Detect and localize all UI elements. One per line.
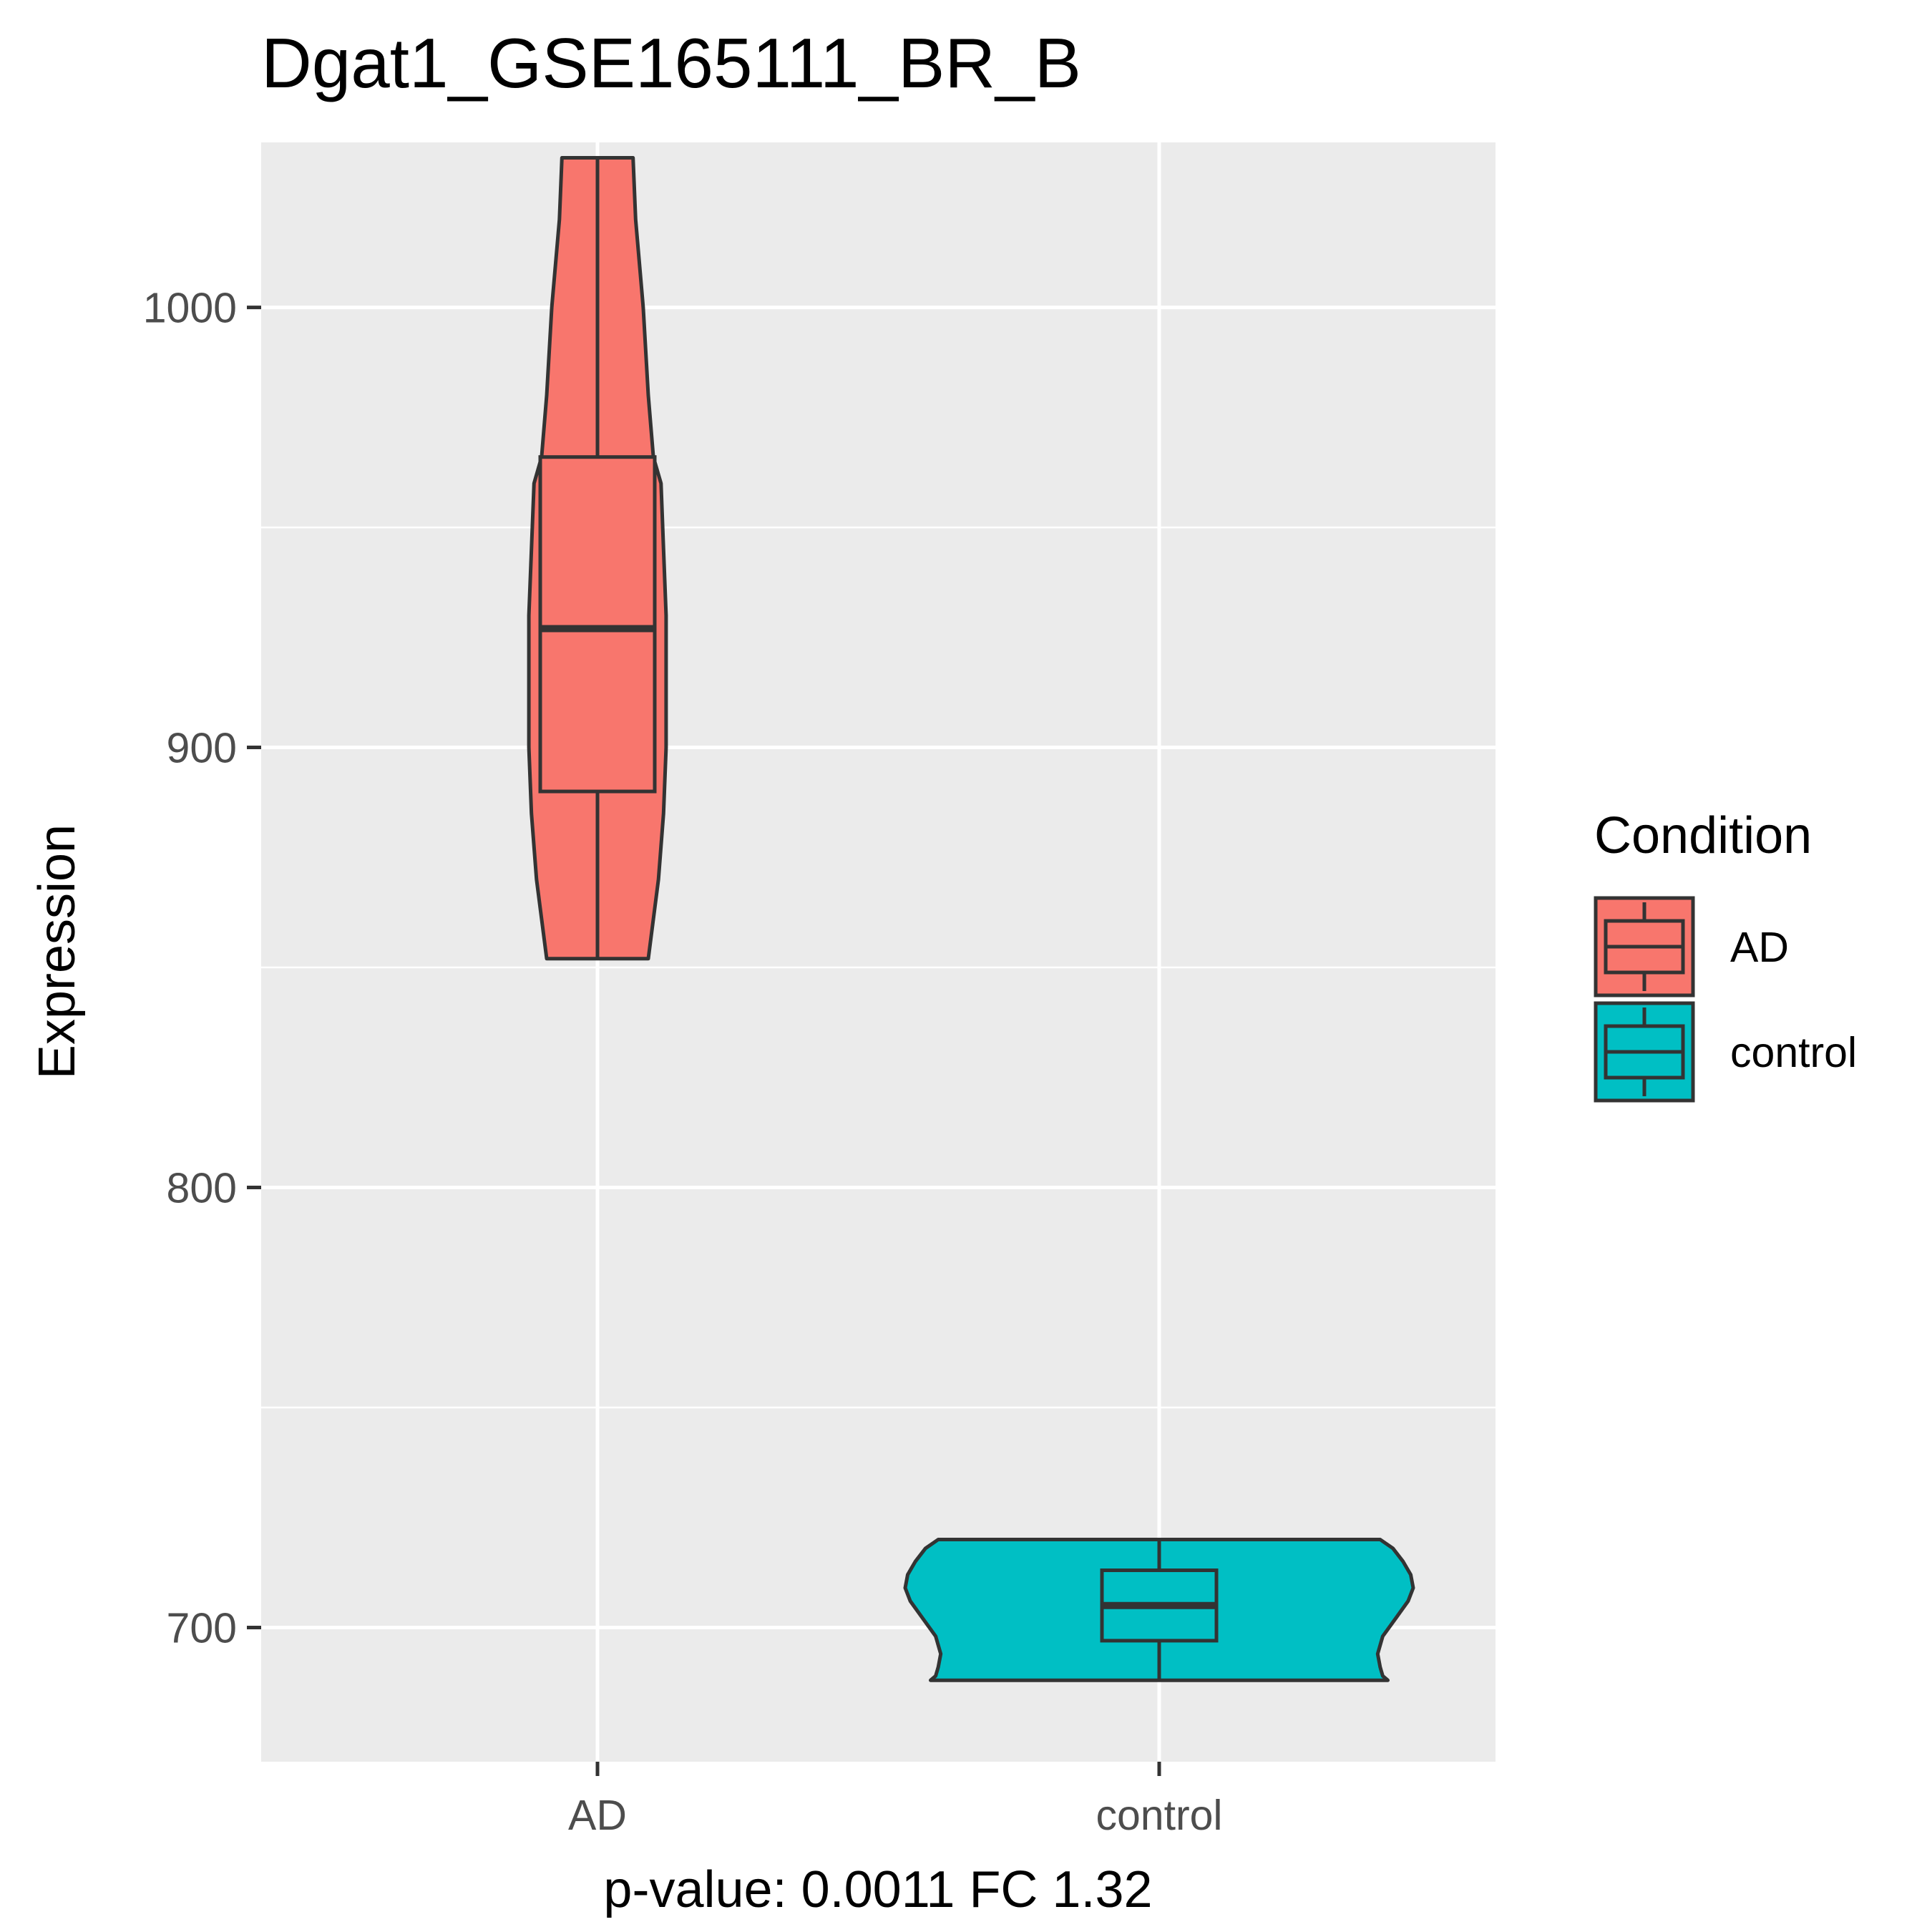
y-tick-label-3: 1000: [143, 285, 237, 332]
legend-title: Condition: [1594, 807, 1812, 864]
box-AD: [538, 455, 657, 794]
x-tick-label-1: control: [1096, 1792, 1222, 1839]
plot-panel: [261, 142, 1496, 1762]
boxplots: [538, 157, 1219, 1681]
y-tick-label-0: 700: [167, 1604, 237, 1652]
grid-lines: [261, 142, 1496, 1762]
y-tick-label-2: 900: [167, 725, 237, 772]
x-axis-title: p-value: 0.0011 FC 1.32: [603, 1861, 1152, 1918]
y-axis-title: Expression: [29, 824, 86, 1079]
legend-label-AD: AD: [1730, 924, 1789, 971]
chart-title: Dgat1_GSE165111_BR_B: [261, 24, 1081, 102]
legend-label-control: control: [1730, 1029, 1857, 1076]
y-tick-label-1: 800: [167, 1164, 237, 1211]
x-axis: AD control: [568, 1762, 1223, 1839]
legend: Condition AD control: [1594, 807, 1857, 1103]
y-axis: 700 800 900 1000: [143, 285, 261, 1652]
x-tick-label-0: AD: [568, 1792, 627, 1839]
